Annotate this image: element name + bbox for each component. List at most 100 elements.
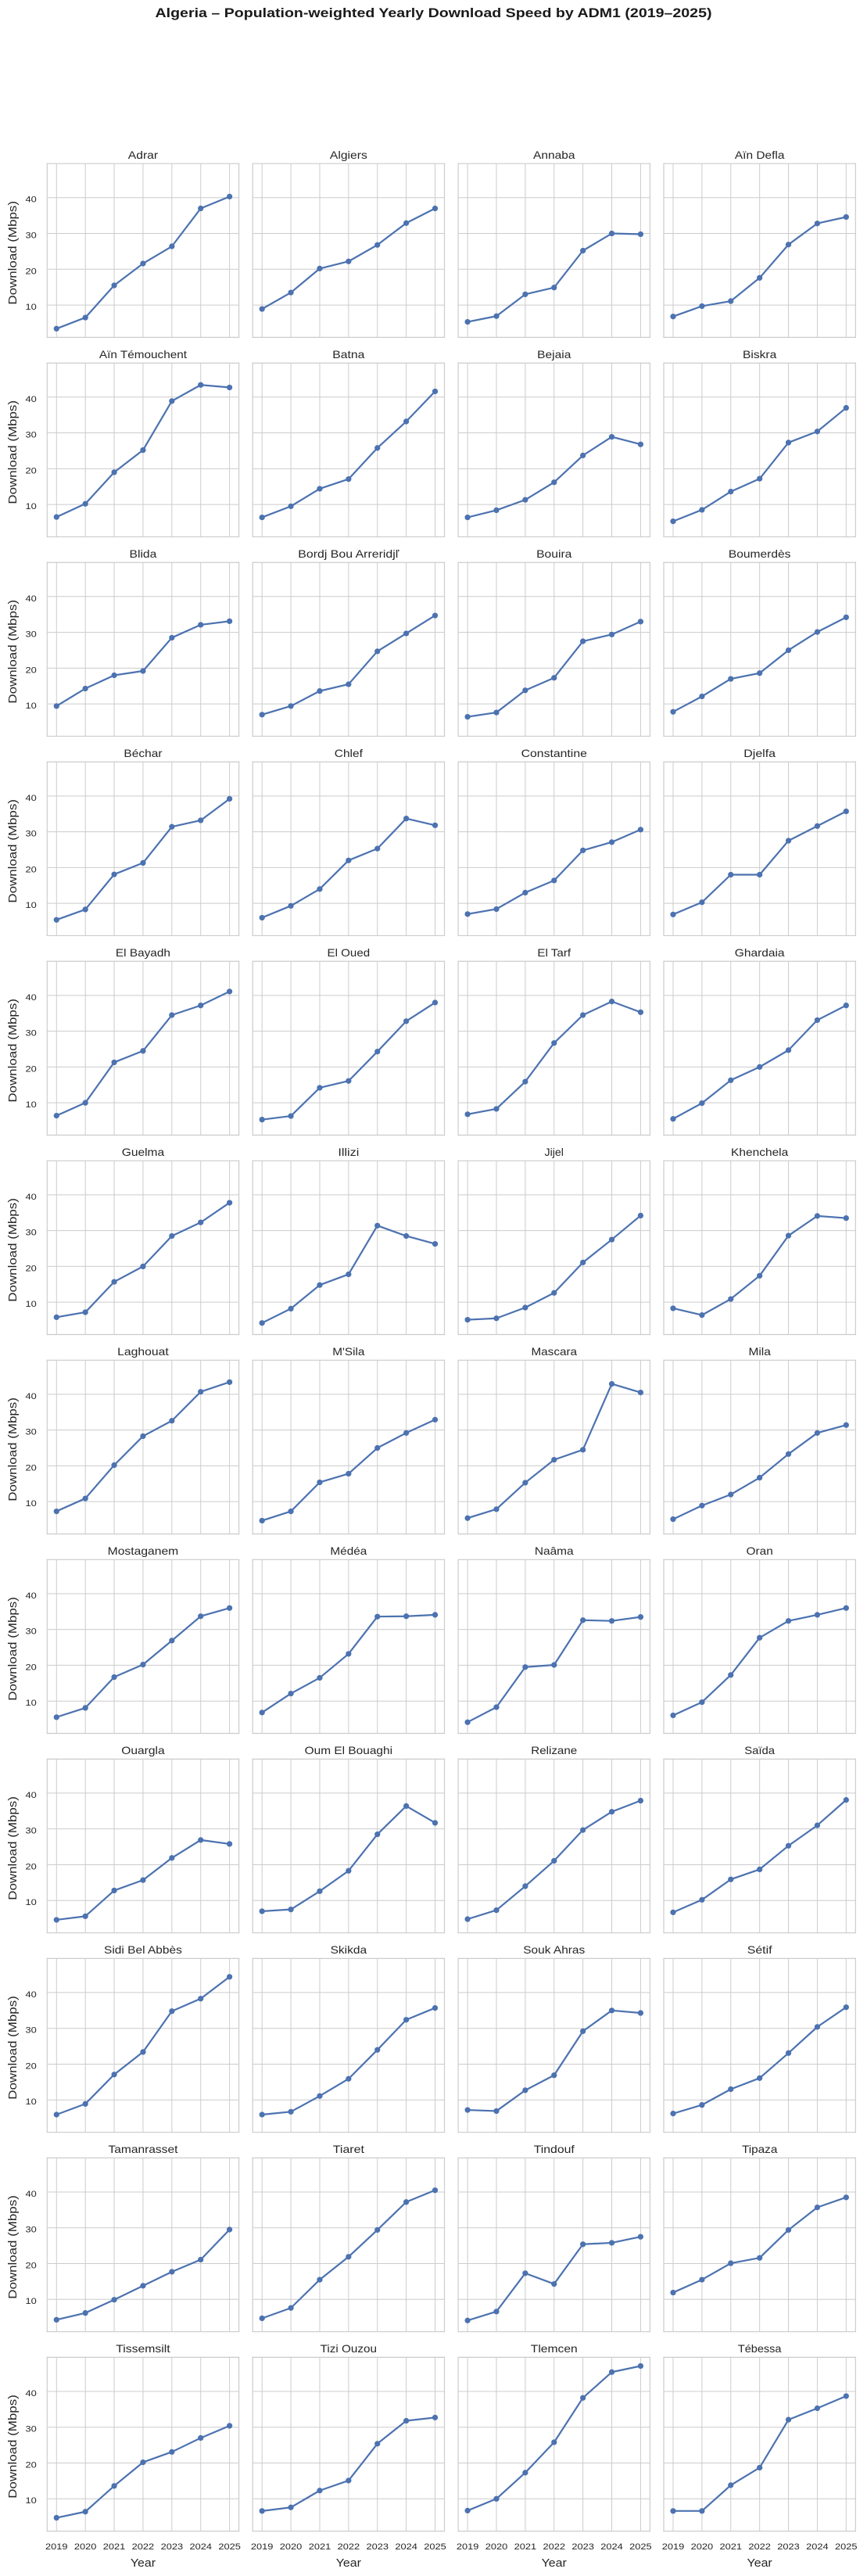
svg-text:30: 30	[25, 1428, 36, 1437]
svg-text:Aïn Defla: Aïn Defla	[735, 149, 785, 161]
svg-text:El Tarf: El Tarf	[537, 946, 571, 959]
svg-text:Illizi: Illizi	[338, 1146, 359, 1158]
svg-text:Download (Mbps): Download (Mbps)	[6, 1198, 20, 1302]
svg-text:Sidi Bel Abbès: Sidi Bel Abbès	[104, 1943, 182, 1956]
svg-text:10: 10	[25, 303, 36, 312]
svg-text:Adrar: Adrar	[128, 149, 159, 161]
svg-text:Mascara: Mascara	[531, 1345, 577, 1358]
svg-text:Médéa: Médéa	[330, 1545, 367, 1557]
svg-text:20: 20	[25, 466, 36, 475]
svg-text:Relizane: Relizane	[531, 1744, 577, 1756]
svg-text:2020: 2020	[691, 2542, 714, 2552]
svg-text:Download (Mbps): Download (Mbps)	[6, 201, 20, 305]
svg-text:30: 30	[25, 1229, 36, 1238]
svg-text:2023: 2023	[777, 2542, 800, 2552]
svg-text:Béchar: Béchar	[124, 747, 162, 759]
svg-text:2019: 2019	[457, 2542, 479, 2552]
svg-text:10: 10	[25, 1499, 36, 1509]
svg-text:30: 30	[25, 1029, 36, 1039]
svg-text:30: 30	[25, 830, 36, 839]
svg-text:2021: 2021	[309, 2542, 331, 2552]
svg-text:El Bayadh: El Bayadh	[116, 946, 170, 959]
svg-text:Tipaza: Tipaza	[742, 2143, 778, 2155]
svg-text:2024: 2024	[395, 2542, 417, 2552]
svg-text:Blida: Blida	[130, 547, 157, 560]
svg-text:2025: 2025	[424, 2542, 446, 2552]
svg-text:Download (Mbps): Download (Mbps)	[6, 1397, 20, 1501]
svg-text:2022: 2022	[543, 2542, 566, 2552]
svg-text:Year: Year	[131, 2556, 156, 2570]
svg-text:Batna: Batna	[332, 348, 364, 361]
svg-text:20: 20	[25, 666, 36, 675]
svg-text:Download (Mbps): Download (Mbps)	[6, 799, 20, 903]
svg-text:Djelfa: Djelfa	[743, 747, 776, 759]
svg-text:2019: 2019	[45, 2542, 68, 2552]
svg-text:Skikda: Skikda	[331, 1943, 367, 1956]
svg-text:Boumerdès: Boumerdès	[729, 547, 791, 560]
svg-text:20: 20	[25, 1463, 36, 1473]
svg-text:Bordj Bou Arreridjľ: Bordj Bou Arreridjľ	[298, 547, 399, 560]
svg-text:Algiers: Algiers	[330, 149, 367, 161]
svg-text:40: 40	[25, 1791, 36, 1800]
svg-text:30: 30	[25, 2425, 36, 2434]
svg-text:20: 20	[25, 1663, 36, 1672]
svg-text:10: 10	[25, 2496, 36, 2506]
svg-text:2021: 2021	[103, 2542, 126, 2552]
svg-text:Year: Year	[336, 2556, 361, 2570]
svg-text:M'Sila: M'Sila	[332, 1345, 364, 1358]
svg-text:Algeria – Population-weighted: Algeria – Population-weighted Yearly Dow…	[156, 6, 712, 20]
svg-text:Download (Mbps): Download (Mbps)	[6, 2195, 20, 2299]
svg-text:Ghardaia: Ghardaia	[735, 946, 785, 959]
svg-text:30: 30	[25, 231, 36, 240]
svg-text:Tizi Ouzou: Tizi Ouzou	[321, 2342, 377, 2355]
svg-text:40: 40	[25, 1990, 36, 2000]
svg-text:30: 30	[25, 1627, 36, 1637]
svg-text:20: 20	[25, 865, 36, 874]
svg-text:2022: 2022	[132, 2542, 155, 2552]
svg-text:40: 40	[25, 196, 36, 205]
svg-text:30: 30	[25, 1827, 36, 1836]
svg-text:2021: 2021	[720, 2542, 743, 2552]
svg-text:Sétif: Sétif	[747, 1943, 772, 1956]
svg-text:Guelma: Guelma	[122, 1146, 165, 1158]
svg-text:Mostaganem: Mostaganem	[108, 1545, 179, 1557]
svg-text:40: 40	[25, 1591, 36, 1601]
svg-text:Bouira: Bouira	[536, 547, 572, 560]
svg-text:20: 20	[25, 2061, 36, 2071]
svg-text:Download (Mbps): Download (Mbps)	[6, 1597, 20, 1701]
svg-text:40: 40	[25, 993, 36, 1003]
svg-text:Laghouat: Laghouat	[117, 1345, 169, 1358]
svg-text:Tiaret: Tiaret	[333, 2143, 364, 2155]
svg-text:Download (Mbps): Download (Mbps)	[6, 600, 20, 704]
svg-text:2023: 2023	[366, 2542, 389, 2552]
svg-text:40: 40	[25, 1392, 36, 1401]
svg-text:Oran: Oran	[747, 1545, 773, 1557]
svg-text:2025: 2025	[218, 2542, 241, 2552]
svg-text:2023: 2023	[571, 2542, 594, 2552]
svg-text:2020: 2020	[280, 2542, 303, 2552]
svg-text:10: 10	[25, 701, 36, 711]
svg-text:Oum El Bouaghi: Oum El Bouaghi	[305, 1744, 392, 1756]
svg-text:20: 20	[25, 2460, 36, 2470]
svg-text:2022: 2022	[748, 2542, 771, 2552]
svg-text:20: 20	[25, 1264, 36, 1273]
svg-text:Khenchela: Khenchela	[731, 1146, 788, 1158]
svg-text:Tindouf: Tindouf	[534, 2143, 575, 2155]
svg-text:10: 10	[25, 1699, 36, 1708]
svg-text:Tlemcen: Tlemcen	[531, 2342, 578, 2355]
svg-text:Year: Year	[542, 2556, 567, 2570]
svg-text:40: 40	[25, 395, 36, 404]
svg-text:2024: 2024	[600, 2542, 623, 2552]
svg-text:Aïn Témouchent: Aïn Témouchent	[99, 348, 187, 361]
svg-text:10: 10	[25, 1100, 36, 1110]
svg-text:10: 10	[25, 1898, 36, 1907]
svg-text:2019: 2019	[662, 2542, 685, 2552]
svg-text:30: 30	[25, 431, 36, 440]
svg-text:Download (Mbps): Download (Mbps)	[6, 2395, 20, 2499]
svg-text:2019: 2019	[251, 2542, 274, 2552]
svg-text:20: 20	[25, 2261, 36, 2270]
svg-text:20: 20	[25, 267, 36, 276]
svg-text:2024: 2024	[806, 2542, 829, 2552]
svg-text:10: 10	[25, 2297, 36, 2306]
svg-text:40: 40	[25, 2389, 36, 2398]
